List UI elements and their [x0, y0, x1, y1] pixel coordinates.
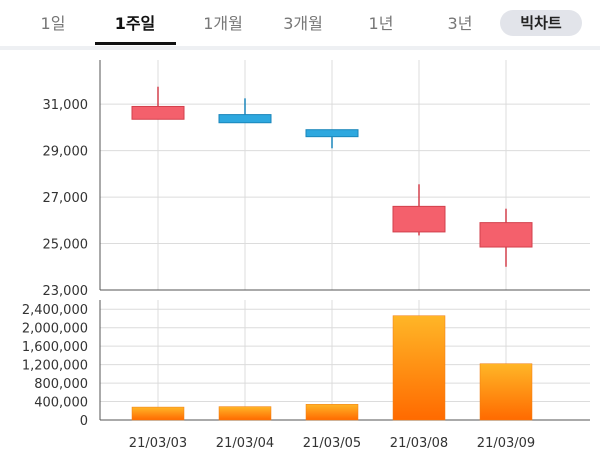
x-axis: 21/03/03 21/03/04 21/03/05 21/03/08 21/03/09	[129, 436, 535, 451]
volume-tick-label: 400,000	[34, 396, 88, 411]
tab-1day[interactable]: 1일	[40, 14, 66, 33]
tab-3year[interactable]: 3년	[447, 14, 473, 33]
candle-body	[218, 114, 272, 124]
volume-bar	[305, 404, 359, 421]
tab-1year[interactable]: 1년	[368, 14, 394, 33]
volume-bar	[392, 315, 446, 421]
tab-1week[interactable]: 1주일	[114, 14, 156, 33]
tabs-separator	[0, 46, 600, 50]
tab-1month[interactable]: 1개월	[203, 14, 243, 33]
date-tick-label: 21/03/04	[216, 436, 274, 451]
volume-tick-label: 1,200,000	[22, 359, 88, 374]
tab-3month[interactable]: 3개월	[283, 14, 323, 33]
volume-panel: 2,400,000 2,000,000 1,600,000 1,200,000 800,…	[22, 300, 590, 429]
candle-body	[305, 129, 359, 138]
price-tick-label: 27,000	[43, 191, 89, 206]
volume-tick-label: 800,000	[34, 377, 88, 392]
volume-tick-label: 2,400,000	[22, 303, 88, 318]
volume-bar	[218, 406, 272, 421]
period-tabs: 1일 1주일 1개월 3개월 1년 3년 빅차트	[0, 0, 600, 46]
price-panel: 31,000 29,000 27,000 25,000 23,000	[43, 60, 590, 299]
volume-tick-label: 0	[80, 414, 88, 429]
volume-bar	[479, 363, 533, 421]
price-tick-label: 23,000	[43, 284, 89, 299]
price-tick-label: 25,000	[43, 238, 89, 253]
volume-tick-label: 1,600,000	[22, 340, 88, 355]
volume-bar	[131, 406, 185, 421]
price-tick-label: 31,000	[43, 98, 89, 113]
date-tick-label: 21/03/09	[477, 436, 535, 451]
candle-body	[131, 105, 185, 120]
bigchart-button[interactable]: 빅차트	[500, 10, 582, 36]
price-tick-label: 29,000	[43, 145, 89, 160]
date-tick-label: 21/03/03	[129, 436, 187, 451]
candle-body	[479, 222, 533, 248]
candle-body	[392, 205, 446, 233]
active-tab-underline	[95, 42, 176, 45]
volume-tick-label: 2,000,000	[22, 322, 88, 337]
date-tick-label: 21/03/08	[390, 436, 448, 451]
date-tick-label: 21/03/05	[303, 436, 361, 451]
